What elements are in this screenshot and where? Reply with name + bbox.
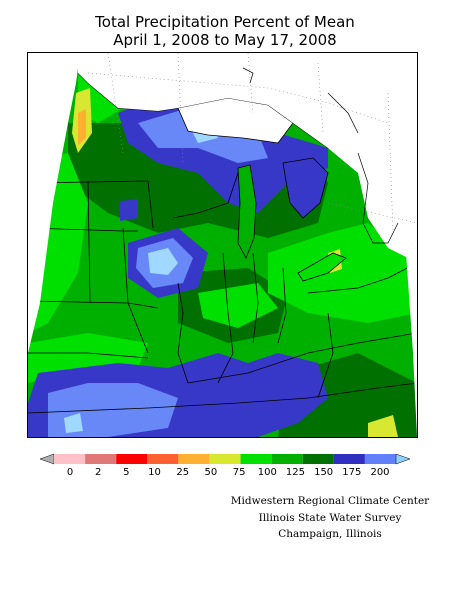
legend-arrow-high xyxy=(395,453,410,465)
legend-swatch xyxy=(302,454,334,464)
legend-swatch xyxy=(364,454,396,464)
legend-tick-label: 125 xyxy=(286,467,305,478)
coastline-canada xyxy=(242,67,399,244)
legend-tick-label: 2 xyxy=(95,467,101,478)
lake-michigan xyxy=(237,164,257,259)
state-boundaries xyxy=(28,172,417,414)
legend-swatch xyxy=(54,454,86,464)
region-lightblue-central xyxy=(148,248,178,275)
legend-swatch xyxy=(209,454,241,464)
region-blue-small xyxy=(120,199,138,221)
legend-tick-label: 175 xyxy=(342,467,361,478)
legend-tick-label: 25 xyxy=(176,467,189,478)
legend-tick-label: 5 xyxy=(123,467,129,478)
legend-swatch xyxy=(147,454,179,464)
map-canvas xyxy=(28,53,417,437)
legend-swatch xyxy=(85,454,117,464)
legend-swatch xyxy=(333,454,365,464)
legend-swatch xyxy=(240,454,272,464)
legend-tick-label: 0 xyxy=(67,467,73,478)
legend-swatch xyxy=(116,454,148,464)
lake-superior xyxy=(177,97,294,144)
legend-swatch xyxy=(271,454,303,464)
legend-swatch xyxy=(178,454,210,464)
credit-location: Champaign, Illinois xyxy=(278,528,382,540)
region-west-unshaded xyxy=(28,53,80,353)
legend-tick-label: 10 xyxy=(148,467,161,478)
region-east-unshaded xyxy=(406,253,417,437)
legend-tick-label: 75 xyxy=(233,467,246,478)
lake-huron xyxy=(282,157,329,219)
region-yellow-se xyxy=(368,415,398,437)
region-orange-west xyxy=(78,109,86,145)
graticule xyxy=(87,53,417,234)
precipitation-map xyxy=(27,52,418,438)
legend-labels: 0 2 5 10 25 50 75 100 125 150 175 200 xyxy=(67,467,390,478)
map-date-range: April 1, 2008 to May 17, 2008 xyxy=(113,31,337,49)
region-light-green-east xyxy=(268,223,417,323)
region-light-green-mid xyxy=(198,283,278,328)
credit-survey: Illinois State Water Survey xyxy=(258,512,402,524)
region-canada-unshaded xyxy=(28,53,417,258)
legend-swatches xyxy=(40,453,410,465)
legend-tick-label: 50 xyxy=(205,467,218,478)
legend-tick-label: 100 xyxy=(258,467,277,478)
map-title: Total Precipitation Percent of Mean xyxy=(95,13,355,31)
legend-tick-label: 200 xyxy=(370,467,389,478)
region-lightblue-sw xyxy=(64,413,83,433)
legend-arrow-low xyxy=(40,453,55,465)
credit-organization: Midwestern Regional Climate Center xyxy=(230,495,430,507)
legend-tick-label: 150 xyxy=(314,467,333,478)
lake-erie xyxy=(297,252,347,282)
color-legend: 0 2 5 10 25 50 75 100 125 150 175 200 xyxy=(40,453,410,478)
